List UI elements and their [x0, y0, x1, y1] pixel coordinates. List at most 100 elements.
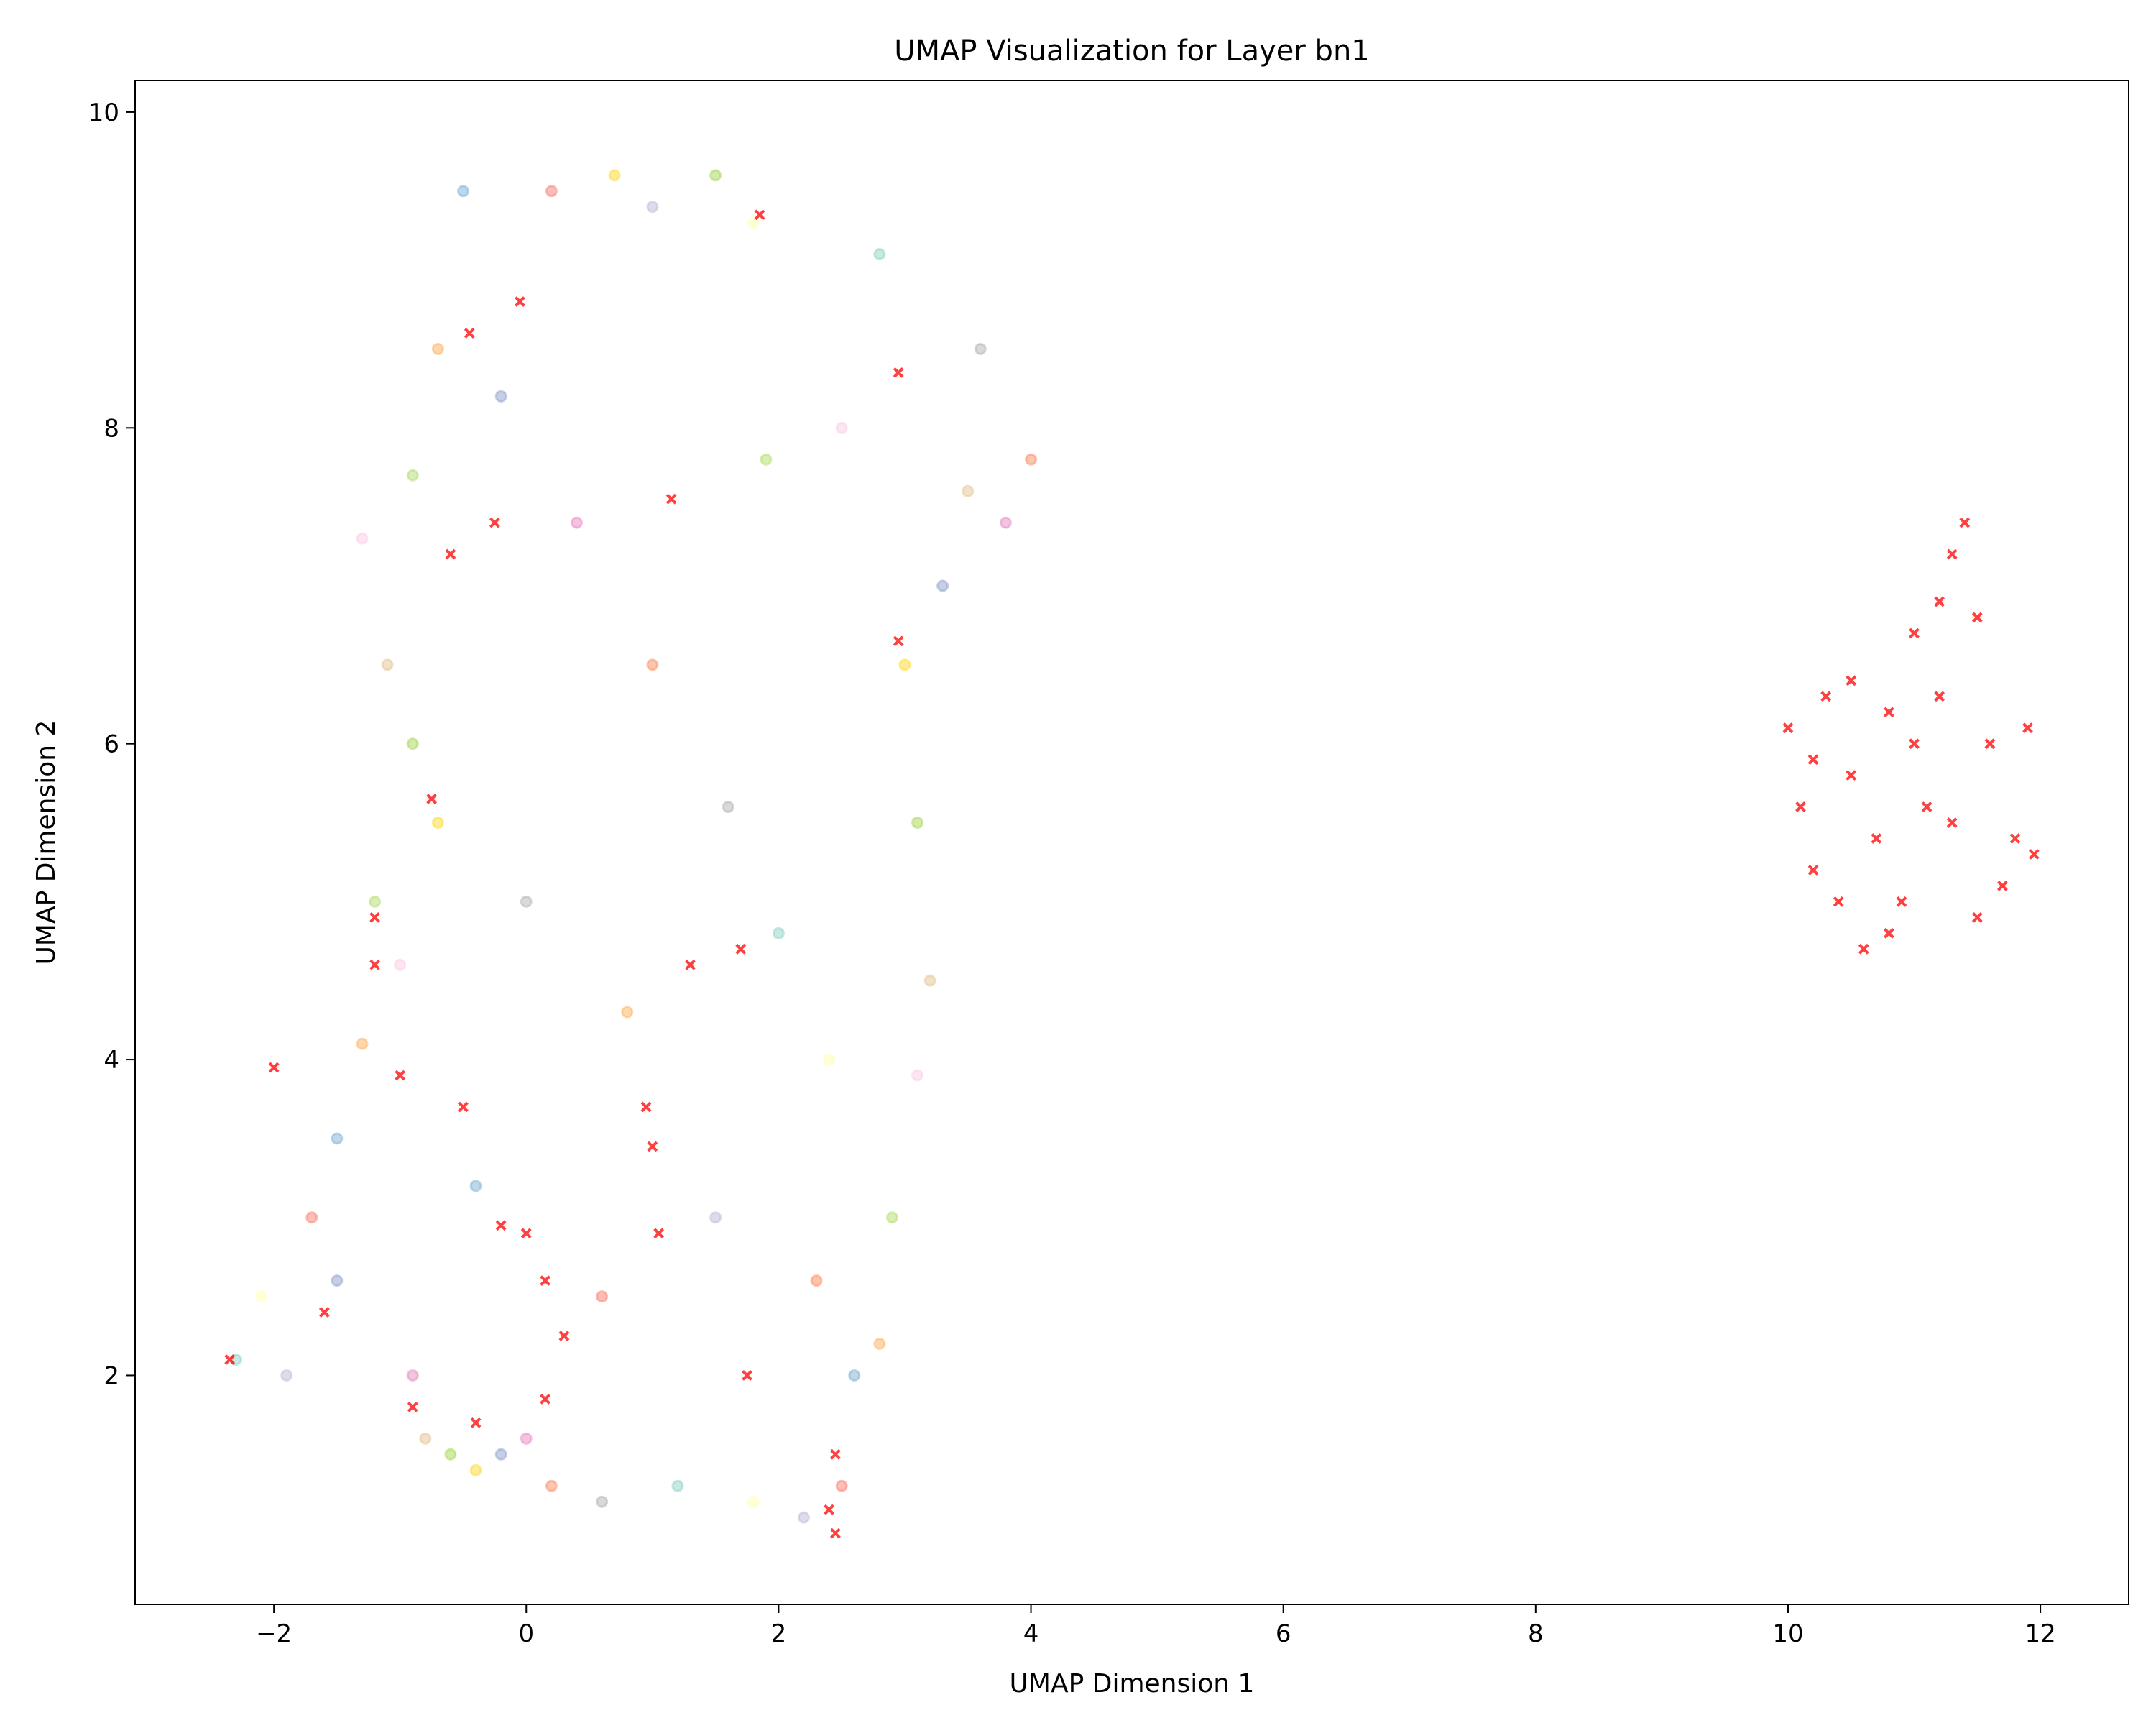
- scatter-point: [494, 390, 507, 403]
- scatter-point-x: [824, 1504, 835, 1515]
- scatter-point: [747, 216, 760, 229]
- scatter-point-x: [1884, 927, 1894, 939]
- scatter-point-x: [1896, 896, 1907, 907]
- y-tick-label: 8: [103, 414, 119, 443]
- scatter-point: [848, 1369, 861, 1382]
- scatter-point-x: [1959, 517, 1971, 528]
- scatter-point: [596, 1495, 609, 1508]
- scatter-point-x: [1934, 596, 1945, 607]
- scatter-point: [331, 1274, 344, 1287]
- scatter-point: [331, 1132, 344, 1145]
- scatter-point-x: [540, 1393, 551, 1405]
- x-tick-label: 8: [1528, 1619, 1544, 1648]
- scatter-point-x: [1971, 911, 1983, 923]
- x-tick-label: 12: [2024, 1619, 2055, 1648]
- scatter-point: [835, 1479, 848, 1492]
- y-tick-label: 6: [103, 730, 119, 759]
- points-layer: [224, 169, 2040, 1539]
- scatter-point-x: [1871, 833, 1882, 844]
- scatter-point: [835, 421, 848, 434]
- scatter-point: [394, 958, 407, 971]
- scatter-point: [873, 248, 886, 261]
- scatter-point-x: [1984, 738, 1996, 750]
- scatter-point: [911, 817, 924, 829]
- x-tick-label: −2: [256, 1619, 292, 1648]
- scatter-point: [406, 1369, 419, 1382]
- scatter-point: [469, 1180, 482, 1192]
- scatter-point: [911, 1069, 924, 1082]
- scatter-point: [545, 185, 558, 198]
- scatter-point-x: [426, 794, 438, 805]
- x-tick-label: 2: [771, 1619, 787, 1648]
- scatter-point-x: [1807, 865, 1819, 876]
- scatter-point-x: [893, 635, 904, 647]
- scatter-point: [431, 342, 444, 355]
- scatter-point: [923, 974, 936, 987]
- scatter-point: [709, 1211, 722, 1224]
- scatter-point-x: [520, 1228, 532, 1239]
- scatter-point: [999, 516, 1012, 529]
- scatter-point-x: [2022, 722, 2033, 734]
- scatter-point-x: [1782, 722, 1794, 734]
- scatter-point: [974, 342, 987, 355]
- scatter-point-x: [1795, 801, 1806, 812]
- scatter-point-x: [665, 493, 677, 505]
- scatter-point-x: [1858, 943, 1869, 955]
- scatter-point: [772, 927, 785, 939]
- scatter-point-x: [268, 1062, 280, 1073]
- scatter-point: [798, 1511, 811, 1524]
- scatter-point-x: [1846, 675, 1857, 686]
- scatter-point-x: [369, 959, 380, 970]
- x-axis-label: UMAP Dimension 1: [1010, 1669, 1255, 1699]
- scatter-point: [381, 658, 394, 671]
- scatter-point: [419, 1432, 432, 1445]
- scatter-point-x: [407, 1401, 418, 1412]
- scatter-point: [1025, 453, 1038, 466]
- scatter-point-x: [754, 209, 765, 221]
- scatter-point-x: [829, 1527, 841, 1539]
- scatter-point-x: [1921, 801, 1932, 812]
- scatter-point: [596, 1290, 609, 1303]
- scatter-point-x: [318, 1307, 330, 1318]
- scatter-point-x: [540, 1275, 551, 1287]
- scatter-point: [722, 801, 734, 814]
- scatter-point-x: [1909, 738, 1920, 750]
- chart-title: UMAP Visualization for Layer bn1: [894, 35, 1370, 68]
- scatter-point: [671, 1479, 684, 1492]
- scatter-point: [406, 737, 419, 750]
- scatter-point: [406, 469, 419, 482]
- scatter-point: [885, 1211, 898, 1224]
- scatter-point-x: [1909, 628, 1920, 639]
- scatter-point-x: [495, 1220, 507, 1231]
- x-tick-label: 0: [518, 1619, 534, 1648]
- scatter-point-x: [829, 1448, 841, 1460]
- scatter-point: [494, 1448, 507, 1461]
- axes-layer: −2 0 2 4 6 8 10 12 2 4 6 8 10: [88, 98, 2056, 1648]
- scatter-point-x: [395, 1070, 406, 1081]
- scatter-point-x: [558, 1331, 570, 1341]
- scatter-point-x: [464, 328, 475, 339]
- scatter-point-x: [489, 517, 500, 528]
- scatter-point-x: [1820, 691, 1832, 702]
- x-tick-label: 4: [1023, 1619, 1039, 1648]
- scatter-point: [431, 817, 444, 829]
- scatter-point: [747, 1495, 760, 1508]
- scatter-point: [570, 516, 583, 529]
- scatter-point-x: [653, 1228, 665, 1239]
- y-tick-label: 10: [88, 98, 119, 127]
- scatter-point-x: [1971, 612, 1983, 623]
- scatter-point-x: [893, 367, 904, 378]
- scatter-point-x: [224, 1354, 236, 1365]
- plot-frame: [134, 80, 2129, 1605]
- scatter-point-x: [2009, 833, 2021, 844]
- scatter-point-x: [685, 959, 696, 970]
- scatter-point: [608, 169, 621, 182]
- scatter-point: [520, 895, 533, 908]
- scatter-point-x: [515, 296, 525, 307]
- scatter-point-x: [1934, 691, 1945, 702]
- scatter-point: [962, 484, 975, 497]
- scatter-point: [760, 453, 773, 466]
- scatter-point-x: [1884, 707, 1894, 718]
